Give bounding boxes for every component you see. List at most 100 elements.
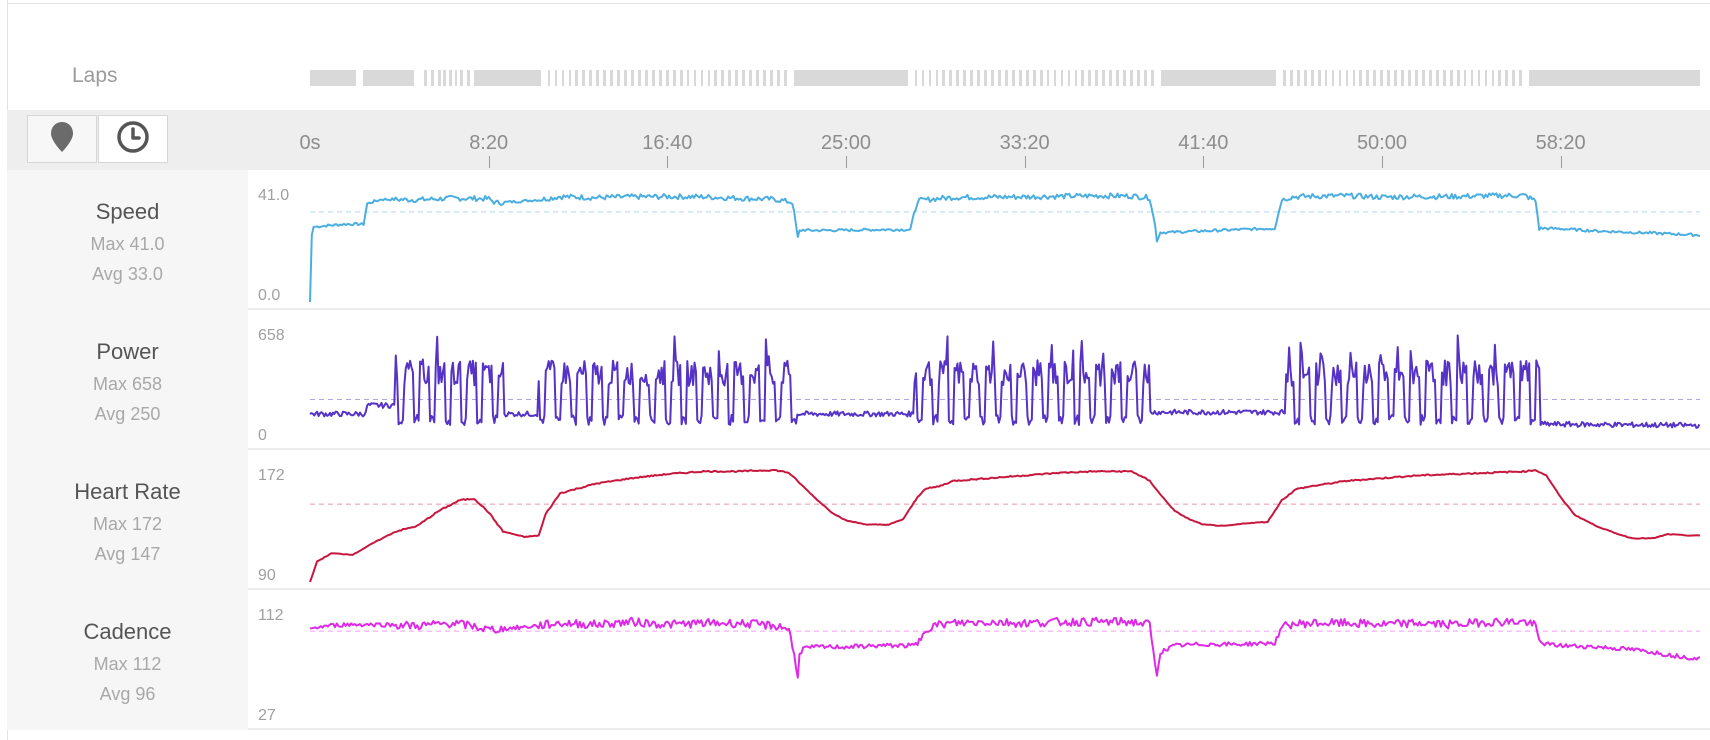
lap-segment[interactable] [949,70,953,86]
lap-segment[interactable] [1352,70,1356,86]
lap-segment[interactable] [1130,70,1133,86]
lap-segment[interactable] [362,70,415,86]
lap-segment[interactable] [624,70,627,86]
map-view-button[interactable] [27,115,97,163]
lap-segment[interactable] [693,70,697,86]
lap-segment[interactable] [631,70,634,86]
lap-segment[interactable] [1283,70,1286,86]
lap-segment[interactable] [561,70,565,86]
lap-segment[interactable] [1463,70,1467,86]
lap-segment[interactable] [977,70,980,86]
lap-segment[interactable] [1109,70,1113,86]
lap-segment[interactable] [1380,70,1384,86]
lap-segment[interactable] [1324,70,1328,86]
lap-segment[interactable] [568,70,572,86]
lap-segment[interactable] [956,70,960,86]
lap-segment[interactable] [984,70,987,86]
lap-segment[interactable] [1505,70,1509,86]
lap-segment[interactable] [449,70,452,86]
lap-segment[interactable] [1116,70,1119,86]
lap-segment[interactable] [793,70,908,86]
lap-segment[interactable] [423,70,427,86]
lap-segment[interactable] [1067,70,1071,86]
lap-segment[interactable] [783,70,787,86]
lap-segment[interactable] [672,70,676,86]
heart-rate-series-line[interactable] [309,469,1701,583]
lap-segment[interactable] [1018,70,1022,86]
lap-segment[interactable] [1317,70,1321,86]
lap-segment[interactable] [991,70,994,86]
lap-segment[interactable] [1074,70,1078,86]
lap-segment[interactable] [617,70,620,86]
laps-track[interactable] [310,70,1700,86]
lap-segment[interactable] [728,70,732,86]
lap-segment[interactable] [1011,70,1015,86]
lap-segment[interactable] [1498,70,1502,86]
lap-segment[interactable] [749,70,752,86]
lap-segment[interactable] [310,70,356,86]
lap-segment[interactable] [1401,70,1404,86]
lap-segment[interactable] [1032,70,1036,86]
lap-segment[interactable] [1150,70,1154,86]
lap-segment[interactable] [460,70,463,86]
lap-segment[interactable] [1456,70,1460,86]
lap-segment[interactable] [454,70,458,86]
lap-segment[interactable] [467,70,470,86]
lap-segment[interactable] [443,70,447,86]
lap-segment[interactable] [714,70,718,86]
lap-segment[interactable] [1289,70,1293,86]
lap-segment[interactable] [1435,70,1439,86]
lap-segment[interactable] [1373,70,1377,86]
lap-segment[interactable] [928,70,932,86]
lap-segment[interactable] [1123,70,1126,86]
lap-segment[interactable] [1519,70,1523,86]
lap-segment[interactable] [1095,70,1099,86]
lap-segment[interactable] [1331,70,1335,86]
lap-segment[interactable] [1428,70,1432,86]
lap-segment[interactable] [665,70,669,86]
lap-segment[interactable] [770,70,773,86]
lap-segment[interactable] [1477,70,1481,86]
lap-segment[interactable] [638,70,641,86]
lap-segment[interactable] [1387,70,1391,86]
lap-segment[interactable] [777,70,780,86]
lap-segment[interactable] [970,70,974,86]
lap-segment[interactable] [963,70,967,86]
lap-segment[interactable] [1470,70,1474,86]
lap-segment[interactable] [1296,70,1300,86]
lap-segment[interactable] [742,70,746,86]
lap-segment[interactable] [1484,70,1488,86]
lap-segment[interactable] [658,70,662,86]
cadence-series-line[interactable] [309,616,1701,679]
lap-segment[interactable] [1025,70,1029,86]
lap-segment[interactable] [1303,70,1307,86]
lap-segment[interactable] [1053,70,1057,86]
lap-segment[interactable] [1442,70,1446,86]
lap-segment[interactable] [1394,70,1397,86]
lap-segment[interactable] [914,70,918,86]
lap-segment[interactable] [1415,70,1418,86]
lap-segment[interactable] [437,70,441,86]
lap-segment[interactable] [735,70,739,86]
lap-segment[interactable] [1408,70,1411,86]
lap-segment[interactable] [721,70,725,86]
lap-segment[interactable] [707,70,711,86]
lap-segment[interactable] [1449,70,1453,86]
lap-segment[interactable] [582,70,586,86]
lap-segment[interactable] [998,70,1001,86]
lap-segment[interactable] [686,70,690,86]
lap-segment[interactable] [756,70,759,86]
lap-segment[interactable] [430,70,434,86]
lap-segment[interactable] [1359,70,1363,86]
lap-segment[interactable] [679,70,683,86]
lap-segment[interactable] [575,70,579,86]
lap-segment[interactable] [1345,70,1349,86]
lap-segment[interactable] [1144,70,1147,86]
lap-segment[interactable] [644,70,648,86]
lap-segment[interactable] [1491,70,1495,86]
lap-segment[interactable] [1046,70,1050,86]
lap-segment[interactable] [1081,70,1085,86]
time-view-button[interactable] [98,115,168,163]
lap-segment[interactable] [763,70,766,86]
